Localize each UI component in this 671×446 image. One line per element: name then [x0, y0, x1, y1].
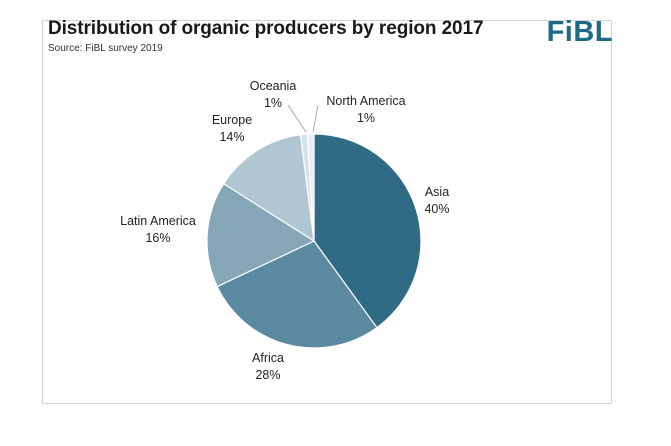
pie-slice-europe — [222, 134, 315, 243]
slice-label-europe: Europe 14% — [212, 113, 252, 144]
pie-slices — [206, 133, 422, 349]
fibl-logo: FiBL — [546, 16, 613, 48]
leader-line-north-america — [312, 104, 319, 133]
pie-slice-latin-america — [206, 182, 316, 288]
slice-label-latin-america: Latin America 16% — [120, 214, 196, 245]
slice-label-africa: Africa 28% — [252, 351, 284, 382]
slice-labels: Asia 40% Africa 28% Latin America 16% Europe 14… — [120, 79, 449, 382]
source-note: Source: FiBL survey 2019 — [48, 43, 163, 54]
leader-line-oceania — [287, 104, 307, 133]
slice-label-oceania: Oceania 1% — [250, 79, 297, 110]
pie-slice-asia — [313, 133, 422, 329]
leader-lines — [287, 104, 319, 133]
slice-label-north-america: North America 1% — [326, 94, 405, 125]
pie-slice-africa — [216, 240, 378, 349]
pie-slice-north-america — [306, 133, 315, 242]
chart-title: Distribution of organic producers by reg… — [48, 18, 484, 39]
slice-label-asia: Asia 40% — [424, 185, 449, 216]
